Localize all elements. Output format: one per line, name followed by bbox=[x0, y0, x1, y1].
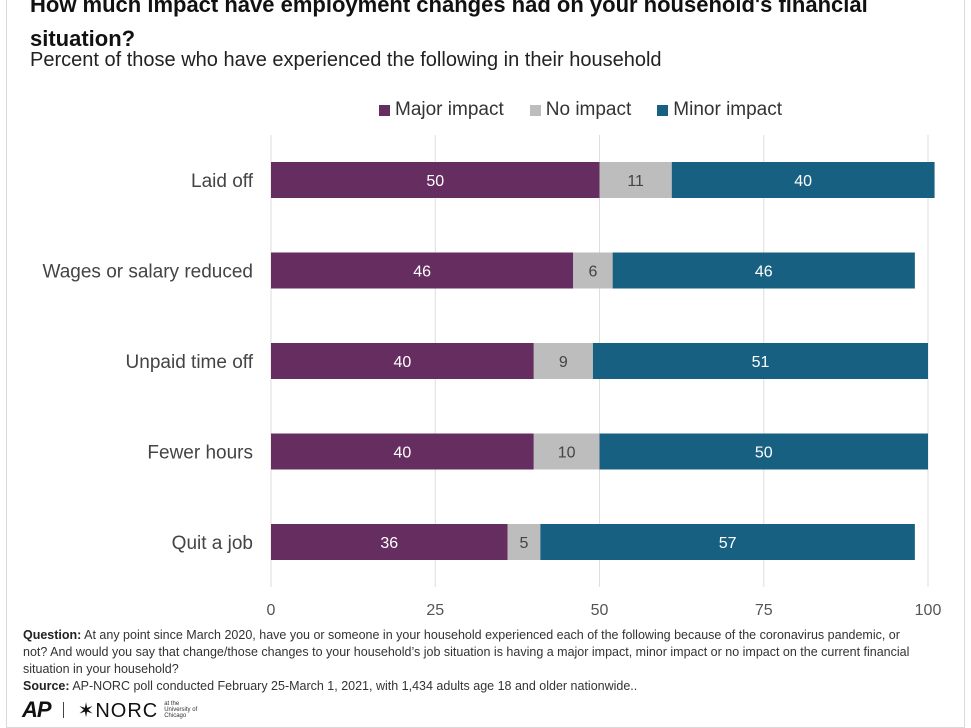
bar-segment bbox=[592, 343, 928, 379]
question-note: Question: At any point since March 2020,… bbox=[23, 627, 923, 678]
chart-notes: Question: At any point since March 2020,… bbox=[23, 627, 923, 695]
footer-logos: AP ✶NORC at the University of Chicago bbox=[22, 697, 198, 722]
data-label: 50 bbox=[426, 173, 444, 190]
data-label: 50 bbox=[755, 445, 773, 462]
norc-logo: ✶NORC bbox=[77, 699, 159, 722]
data-label: 51 bbox=[752, 354, 770, 371]
chart-title: How much impact have employment changes … bbox=[30, 0, 868, 51]
bar-segment bbox=[533, 433, 600, 470]
source-note: Source: AP-NORC poll conducted February … bbox=[23, 678, 923, 695]
category-label: Fewer hours bbox=[147, 443, 253, 464]
legend-swatch-major bbox=[379, 104, 390, 116]
data-label: 5 bbox=[519, 535, 528, 552]
data-label: 40 bbox=[394, 354, 412, 371]
category-label: Laid off bbox=[191, 171, 254, 192]
x-tick-label: 25 bbox=[426, 602, 444, 619]
category-label: Quit a job bbox=[172, 533, 253, 554]
category-label: Wages or salary reduced bbox=[42, 262, 253, 283]
bar-segment bbox=[271, 343, 534, 379]
data-label: 40 bbox=[794, 173, 812, 190]
bar-segment bbox=[671, 162, 935, 198]
data-label: 57 bbox=[719, 535, 737, 552]
bar-segment bbox=[271, 252, 574, 289]
x-tick-label: 100 bbox=[915, 602, 942, 619]
uchicago-logo-text: at the University of Chicago bbox=[164, 701, 198, 719]
source-label: Source: bbox=[23, 679, 70, 693]
bar-segment bbox=[271, 524, 508, 560]
data-label: 46 bbox=[755, 264, 773, 281]
bar-segment bbox=[271, 162, 600, 198]
legend-swatch-no bbox=[529, 104, 541, 116]
chart-subtitle: Percent of those who have experienced th… bbox=[30, 49, 662, 71]
ap-logo: AP bbox=[22, 697, 52, 722]
x-tick-label: 0 bbox=[267, 602, 276, 619]
logo-divider bbox=[62, 702, 64, 718]
legend-label-major: Major impact bbox=[395, 99, 504, 120]
legend-item-minor: Minor impact bbox=[657, 99, 782, 121]
x-tick-label: 75 bbox=[755, 602, 773, 619]
data-label: 40 bbox=[394, 445, 412, 462]
bar-segment bbox=[573, 252, 613, 289]
legend-item-major: Major impact bbox=[379, 99, 504, 121]
data-label: 6 bbox=[588, 264, 597, 281]
legend-swatch-minor bbox=[657, 104, 669, 116]
data-label: 11 bbox=[627, 173, 644, 190]
legend-label-no: No impact bbox=[545, 99, 632, 120]
source-text: AP-NORC poll conducted February 25-March… bbox=[72, 679, 638, 693]
category-label: Unpaid time off bbox=[126, 352, 254, 373]
question-text: At any point since March 2020, have you … bbox=[23, 628, 910, 676]
bar-segment bbox=[533, 343, 593, 379]
question-label: Question: bbox=[23, 628, 82, 642]
data-label: 9 bbox=[559, 354, 568, 371]
legend-item-no: No impact bbox=[529, 99, 632, 121]
legend: Major impact No impact Minor impact bbox=[379, 99, 782, 121]
bar-segment bbox=[612, 252, 915, 289]
bar-segment bbox=[599, 433, 928, 470]
bar-segment bbox=[271, 433, 534, 470]
legend-label-minor: Minor impact bbox=[673, 99, 783, 120]
data-label: 10 bbox=[558, 445, 576, 462]
data-label: 36 bbox=[380, 535, 398, 552]
bar-segment bbox=[599, 162, 672, 198]
bar-segment bbox=[540, 524, 915, 560]
data-label: 46 bbox=[413, 264, 431, 281]
bar-segment bbox=[507, 524, 541, 560]
x-tick-label: 50 bbox=[591, 602, 609, 619]
